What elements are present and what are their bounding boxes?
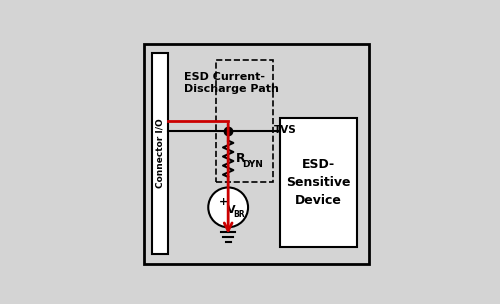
Text: V: V bbox=[227, 205, 235, 215]
Bar bbox=[280, 119, 357, 247]
Text: ESD-
Sensitive
Device: ESD- Sensitive Device bbox=[286, 158, 350, 207]
Text: TVS: TVS bbox=[274, 125, 296, 135]
Bar bbox=[216, 60, 272, 181]
Text: R: R bbox=[236, 152, 246, 165]
Text: BR: BR bbox=[233, 210, 244, 219]
Text: Connector I/O: Connector I/O bbox=[156, 119, 165, 188]
Text: +: + bbox=[219, 196, 228, 206]
Bar bbox=[152, 53, 168, 254]
Text: DYN: DYN bbox=[242, 160, 262, 169]
Circle shape bbox=[208, 188, 248, 227]
Text: ESD Current-
Discharge Path: ESD Current- Discharge Path bbox=[184, 72, 278, 95]
